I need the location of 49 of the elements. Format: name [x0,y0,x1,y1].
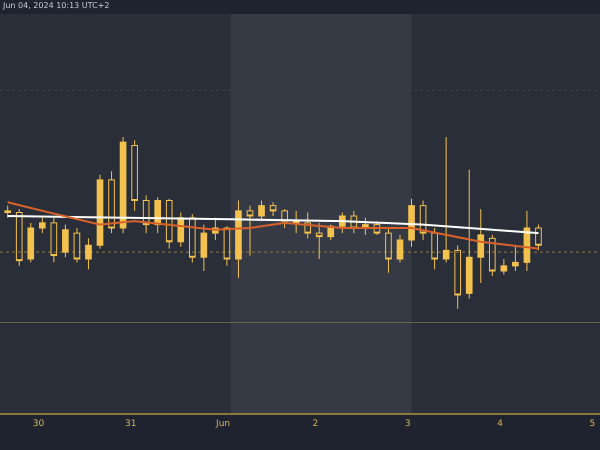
candlestick [96,174,104,250]
x-tick-label: 31 [125,418,136,429]
text: Jun 04, 2024 10:13 UTC+2 [2,1,110,10]
x-tick-label: 5 [589,418,596,429]
candlestick [466,169,473,299]
candlestick [188,214,196,263]
candlestick [442,136,450,263]
candlestick [512,244,519,272]
candlestick [316,222,323,260]
candlestick [292,210,300,234]
candlestick [85,238,92,270]
candlestick [131,140,138,212]
candlestick [408,198,415,248]
candlestick [488,234,496,277]
candlestick [535,224,542,251]
candlestick [16,208,23,266]
candlestick [50,217,58,263]
candlestick [38,217,46,234]
candlestick [120,136,126,234]
candlestick [74,228,80,263]
candlestick [304,212,312,239]
candlestick [431,228,438,270]
candlestick [396,234,404,263]
candlestick [281,208,288,229]
candlestick [4,205,12,218]
x-tick-label: 2 [312,418,318,429]
candlestick [270,202,276,216]
candlestick [500,258,508,275]
x-tick-label: 4 [497,418,504,429]
candlestick [524,210,530,272]
candlestick [454,244,462,310]
x-tick-label: 30 [32,418,44,429]
candlestick [477,208,484,284]
candlestick [224,226,230,266]
x-tick-label: Jun [215,418,230,429]
candlestick [350,210,358,234]
candlestick [166,198,173,250]
candlestick [246,205,254,256]
candlestick [385,228,392,274]
candlestick [62,224,69,258]
x-tick-label: 3 [404,418,411,429]
candlestick [142,194,150,234]
candlestick [200,224,208,272]
candlestick [108,170,115,234]
candlestick [258,200,265,222]
candlestick [235,200,242,278]
candlestick [374,220,380,236]
candlestick [27,222,34,263]
candlestick [420,200,426,241]
